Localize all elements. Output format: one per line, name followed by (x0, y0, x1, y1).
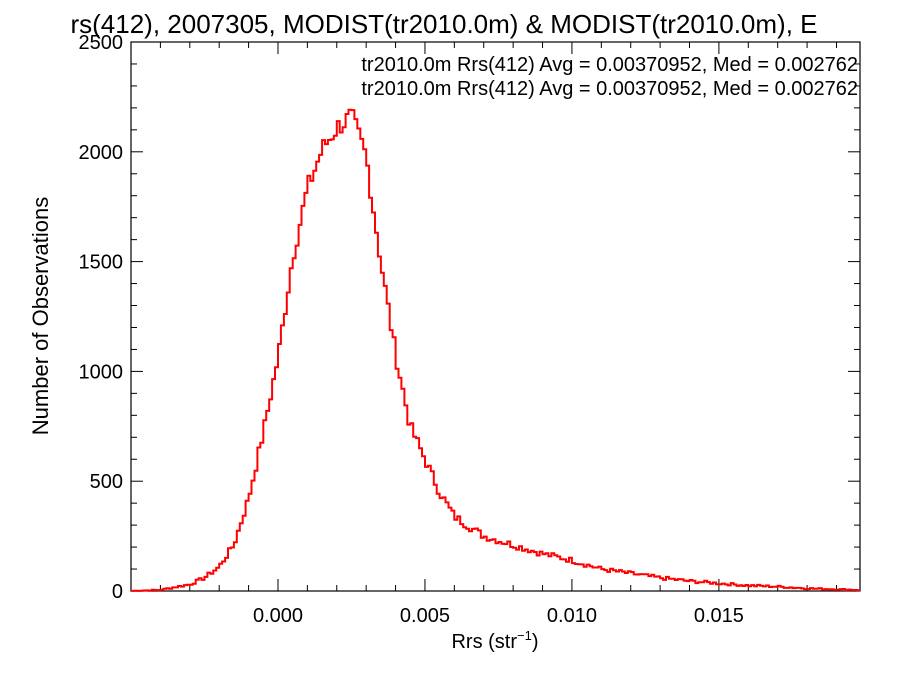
y-tick-label: 0 (112, 581, 123, 603)
x-tick-labels: 0.000 0.005 0.010 0.015 (253, 605, 744, 627)
x-axis-label-superscript: −1 (517, 628, 532, 643)
histogram-series (131, 108, 860, 592)
x-tick-label: 0.005 (400, 605, 450, 627)
x-axis-label-end: ) (532, 631, 539, 653)
y-tick-label: 500 (90, 471, 123, 493)
y-axis-label: Number of Observations (28, 197, 53, 435)
x-axis-label: Rrs (str−1) (451, 628, 538, 653)
plot-frame (130, 41, 861, 592)
x-tick-label: 0.010 (547, 605, 597, 627)
x-tick-label: 0.000 (253, 605, 303, 627)
legend-entry-black: tr2010.0m Rrs(412) Avg = 0.00370952, Med… (361, 54, 858, 76)
chart-title: rs(412), 2007305, MODIST(tr2010.0m) & MO… (70, 9, 817, 39)
x-tick-label: 0.015 (694, 605, 744, 627)
y-tick-label: 1000 (79, 361, 124, 383)
y-tick-label: 2000 (79, 142, 124, 164)
x-axis-label-main: Rrs (str (451, 631, 517, 653)
y-tick-label: 2500 (79, 32, 124, 54)
axis-ticks (130, 41, 860, 592)
y-tick-label: 1500 (79, 252, 124, 274)
legend-entry-red: tr2010.0m Rrs(412) Avg = 0.00370952, Med… (361, 78, 858, 100)
y-tick-labels: 0 500 1000 1500 2000 2500 (79, 32, 124, 603)
